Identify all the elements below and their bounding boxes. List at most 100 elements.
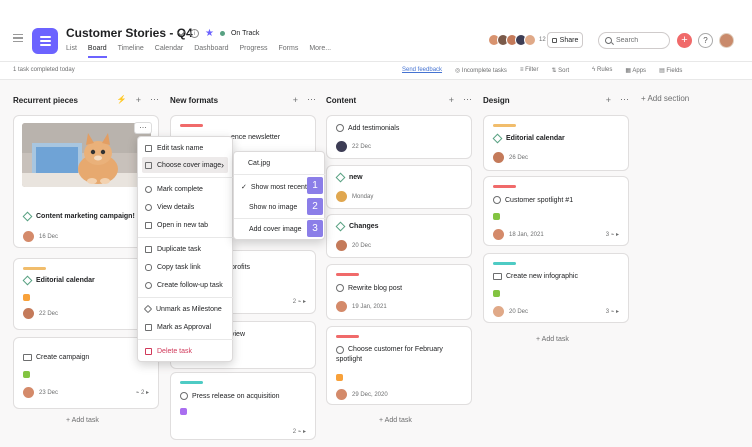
complete-checkbox[interactable] [336,346,344,354]
due-date[interactable]: 22 Dec [39,310,59,317]
avatar[interactable] [493,306,504,317]
task-card[interactable]: … Content marketing campaign! 16 Dec [13,115,159,248]
menu-item-open-new-tab[interactable]: Open in new tab [142,217,228,233]
column-title[interactable]: New formats [170,95,219,105]
complete-checkbox[interactable] [493,196,501,204]
add-button[interactable]: + [677,33,692,48]
submenu-item-show-no-image[interactable]: Show no image [249,204,297,211]
task-title[interactable]: Press release on acquisition [180,392,280,400]
menu-item-unmark-milestone[interactable]: Unmark as Milestone [142,301,228,317]
due-date[interactable]: 22 Dec [352,143,372,150]
more-icon[interactable]: ⋯ [150,94,159,104]
project-title[interactable]: Customer Stories - Q4 [66,26,193,40]
submenu-item-add-cover-image[interactable]: Add cover image [249,226,302,233]
incomplete-tasks-filter[interactable]: ◎ Incomplete tasks [455,67,507,74]
due-date[interactable]: 20 Dec [509,308,529,315]
due-date[interactable]: 16 Dec [39,233,59,240]
task-title[interactable]: Changes [335,221,379,232]
due-date[interactable]: 23 Dec [39,389,59,396]
task-title[interactable]: Editorial calendar [492,133,565,144]
complete-checkbox[interactable] [180,392,188,400]
subtask-count[interactable]: 2 ⌁ ▸ [292,299,306,305]
task-card[interactable]: Choose customer for February spotlight 29… [326,326,472,405]
send-feedback-link[interactable]: Send feedback [402,67,443,73]
task-card[interactable]: Add testimonials 22 Dec [326,115,472,159]
tab-list[interactable]: List [66,45,77,52]
info-icon[interactable]: i [190,29,199,38]
add-section-button[interactable]: + Add section [641,94,690,103]
avatar[interactable] [336,301,347,312]
task-card[interactable]: Press release on acquisition 2 ⌁ ▸ [170,372,316,440]
task-title[interactable]: Choose customer for February spotlight [336,346,463,365]
menu-item-mark-complete[interactable]: Mark complete [142,181,228,197]
avatar[interactable] [23,308,34,319]
tab-more[interactable]: More... [309,45,332,52]
tab-board[interactable]: Board [87,45,107,58]
apps-button[interactable]: ▦ Apps [625,67,646,74]
task-card[interactable]: Rewrite blog post 19 Jan, 2021 [326,264,472,320]
help-button[interactable]: ? [698,33,713,48]
share-button[interactable]: Share [547,32,583,48]
task-title[interactable]: Create campaign [23,354,89,361]
task-title[interactable]: new [335,172,363,183]
task-card[interactable]: Customer spotlight #1 18 Jan, 2021 3 ⌁ ▸ [483,176,629,246]
menu-icon[interactable] [13,34,23,42]
subtask-count[interactable]: 3 ⌁ ▸ [605,232,619,238]
filter-button[interactable]: ≡ Filter [520,67,539,74]
task-card[interactable]: new Monday [326,165,472,209]
star-icon[interactable]: ★ [205,28,214,39]
task-card[interactable]: Editorial calendar 26 Dec [483,115,629,171]
task-title[interactable]: Rewrite blog post [336,284,402,292]
task-options-button[interactable]: … [135,122,151,133]
complete-checkbox[interactable] [336,284,344,292]
milestone-icon[interactable] [335,172,346,183]
column-title[interactable]: Design [483,95,510,105]
avatar[interactable] [493,229,504,240]
avatar[interactable] [23,387,34,398]
more-icon[interactable]: ⋯ [620,94,629,104]
subtask-count[interactable]: 2 ⌁ ▸ [292,429,306,435]
due-date[interactable]: 20 Dec [352,242,372,249]
tab-progress[interactable]: Progress [239,45,268,52]
user-avatar[interactable] [719,33,734,48]
add-icon[interactable]: + [292,94,298,105]
menu-item-choose-cover-image[interactable]: Choose cover image › [142,157,228,173]
rules-button[interactable]: ϟ Rules [592,67,612,74]
search-input[interactable] [616,37,666,44]
task-card[interactable]: Editorial calendar 22 Dec [13,258,159,330]
menu-item-copy-task-link[interactable]: Copy task link [142,259,228,275]
task-title[interactable]: Customer spotlight #1 [493,196,573,204]
menu-item-mark-approval[interactable]: Mark as Approval [142,319,228,335]
avatar[interactable] [336,389,347,400]
tab-calendar[interactable]: Calendar [154,45,184,52]
column-title[interactable]: Content [326,95,357,105]
status-label[interactable]: On Track [230,30,260,37]
task-card[interactable]: Create campaign 23 Dec ⌁ 2 ▸ [13,337,159,409]
task-card[interactable]: Create new infographic 20 Dec 3 ⌁ ▸ [483,253,629,323]
submenu-item-cat-jpg[interactable]: Cat.jpg [248,160,270,167]
menu-item-duplicate-task[interactable]: Duplicate task [142,241,228,257]
due-date[interactable]: 19 Jan, 2021 [352,303,387,310]
add-icon[interactable]: + [605,94,611,105]
add-task-button[interactable]: + Add task [66,417,99,424]
task-title[interactable]: Create new infographic [493,273,578,280]
milestone-icon[interactable] [492,133,503,144]
avatar[interactable] [493,152,504,163]
due-date[interactable]: Monday [352,193,374,200]
tab-timeline[interactable]: Timeline [117,45,144,52]
bolt-icon[interactable]: ⚡ [116,95,127,104]
fields-button[interactable]: ▤ Fields [659,67,682,74]
more-icon[interactable]: ⋯ [463,94,472,104]
task-title[interactable]: Add testimonials [336,124,399,132]
tab-forms[interactable]: Forms [278,45,299,52]
milestone-icon[interactable] [22,211,33,222]
add-task-button[interactable]: + Add task [536,336,569,343]
member-avatars[interactable]: 12 [488,34,546,46]
chevron-down-icon[interactable] [176,27,186,37]
avatar[interactable] [336,191,347,202]
column-title[interactable]: Recurrent pieces [13,95,78,105]
due-date[interactable]: 26 Dec [509,154,529,161]
avatar[interactable] [23,231,34,242]
menu-item-delete-task[interactable]: Delete task [142,343,228,359]
milestone-icon[interactable] [22,275,33,286]
